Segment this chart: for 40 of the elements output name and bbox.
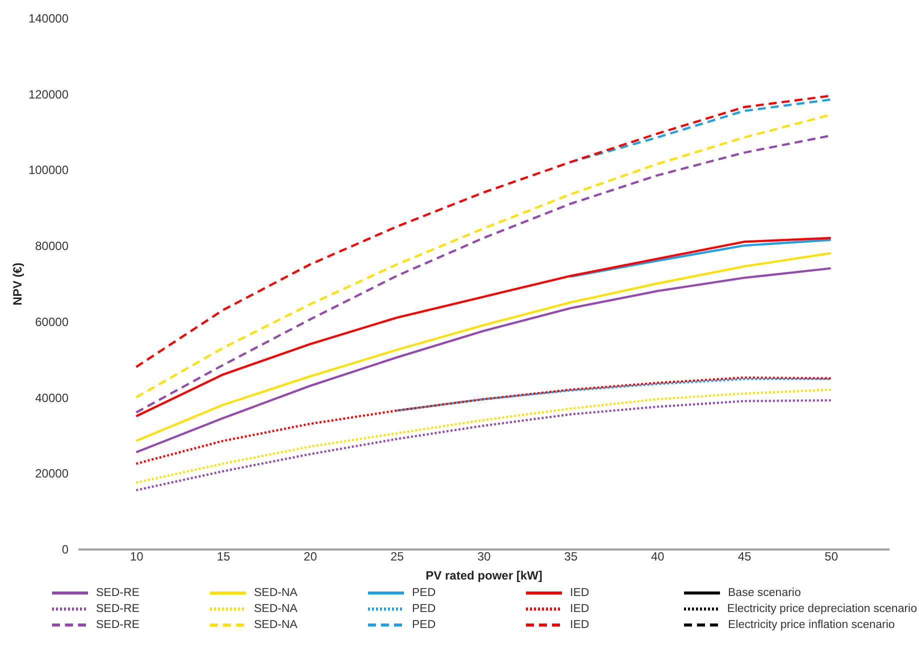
legend-label: IED	[570, 587, 590, 599]
legend-label: SED-NA	[254, 603, 298, 615]
x-tick-label: 25	[390, 550, 404, 564]
legend-label: SED-NA	[254, 619, 298, 631]
legend-label: IED	[570, 619, 590, 631]
legend-label: IED	[570, 603, 590, 615]
legend-label: PED	[412, 603, 436, 615]
legend-label: SED-RE	[96, 603, 140, 615]
line-series	[135, 376, 832, 465]
line-series	[135, 236, 832, 418]
legend-label: SED-NA	[254, 587, 298, 599]
x-tick-label: 40	[650, 550, 665, 564]
y-tick-label: 20000	[35, 466, 69, 481]
x-axis-title: PV rated power [kW]	[426, 568, 542, 582]
line-series	[569, 238, 832, 278]
y-tick-label: 80000	[35, 239, 69, 254]
x-tick-label: 10	[130, 550, 144, 564]
line-series	[135, 399, 832, 492]
y-tick-label: 40000	[35, 390, 69, 405]
text: Base scenario	[728, 587, 801, 599]
y-tick-label: 100000	[28, 163, 69, 178]
y-tick-label: 140000	[28, 12, 69, 26]
line-series	[135, 388, 832, 484]
x-tick-label: 30	[477, 550, 491, 564]
x-tick-label: 20	[304, 550, 318, 564]
x-tick-label: 45	[738, 550, 752, 564]
x-tick-label: 35	[564, 550, 578, 564]
y-tick-label: 120000	[28, 87, 69, 102]
text: Electricity price inflation scenario	[728, 619, 895, 631]
x-tick-label: 15	[216, 550, 230, 564]
text: Electricity price depreciation scenario	[727, 603, 917, 615]
line-series	[396, 378, 832, 412]
legend-label: SED-RE	[96, 587, 140, 599]
x-tick-label: 50	[824, 550, 838, 564]
legend-label: SED-RE	[96, 619, 140, 631]
y-axis-title: NPV (€)	[10, 262, 24, 306]
y-tick-label: 60000	[35, 314, 69, 329]
y-tick-label: 0	[62, 542, 69, 556]
legend-label: PED	[412, 587, 436, 599]
legend-label: PED	[412, 619, 436, 631]
